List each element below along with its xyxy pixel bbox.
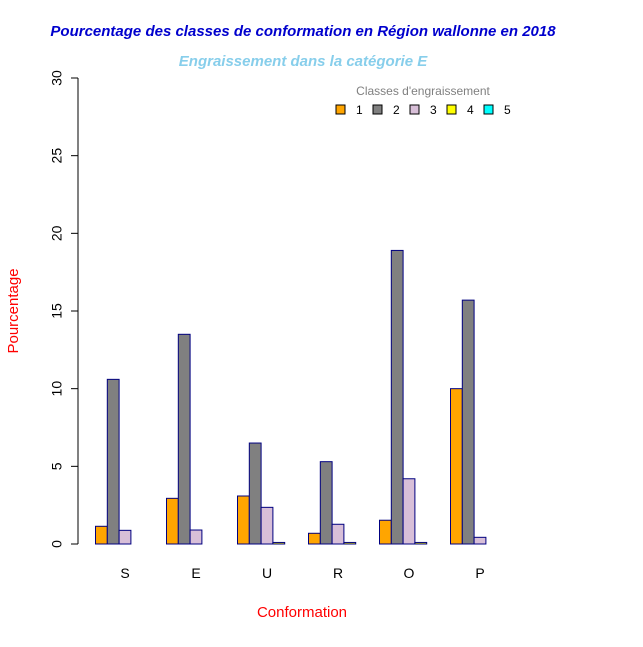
legend: 1 2 3 4 5 bbox=[335, 103, 511, 117]
bar-S-class-1 bbox=[95, 525, 108, 545]
legend-swatch-5 bbox=[483, 104, 494, 115]
y-tick-label: 15 bbox=[49, 303, 65, 319]
x-tick-label: O bbox=[404, 565, 415, 581]
x-tick-label: U bbox=[262, 565, 272, 581]
legend-swatch-4 bbox=[446, 104, 457, 115]
x-tick-label: S bbox=[120, 565, 129, 581]
legend-label: 3 bbox=[430, 103, 437, 117]
legend-title: Classes d'engraissement bbox=[356, 84, 490, 98]
legend-label: 5 bbox=[504, 103, 511, 117]
x-tick-label: P bbox=[475, 565, 484, 581]
bar-P-class-1 bbox=[450, 388, 463, 545]
x-tick-label: E bbox=[191, 565, 200, 581]
y-tick-label: 20 bbox=[49, 225, 65, 241]
bar-O-class-1 bbox=[379, 519, 392, 545]
y-tick-label: 5 bbox=[49, 462, 65, 470]
bar-R-class-2 bbox=[319, 461, 333, 545]
x-tick-label: R bbox=[333, 565, 343, 581]
legend-label: 4 bbox=[467, 103, 474, 117]
bar-R-class-1 bbox=[308, 532, 321, 545]
y-tick-label: 25 bbox=[49, 148, 65, 164]
legend-swatch-2 bbox=[372, 104, 383, 115]
bar-U-class-2 bbox=[248, 442, 262, 545]
legend-label: 1 bbox=[356, 103, 363, 117]
bar-E-class-2 bbox=[177, 333, 191, 545]
x-axis-label: Conformation bbox=[257, 604, 347, 621]
y-tick-label: 10 bbox=[49, 381, 65, 397]
bar-U-class-3 bbox=[260, 506, 274, 545]
bar-E-class-1 bbox=[166, 497, 179, 545]
bar-O-class-2 bbox=[390, 249, 404, 545]
y-tick-label: 30 bbox=[49, 70, 65, 86]
bar-U-class-1 bbox=[237, 495, 250, 545]
chart-title: Pourcentage des classes de conformation … bbox=[50, 23, 556, 40]
bar-O-class-4 bbox=[414, 541, 428, 545]
bar-P-class-3 bbox=[473, 536, 487, 545]
bar-E-class-3 bbox=[189, 529, 203, 545]
bars bbox=[95, 249, 487, 545]
legend-label: 2 bbox=[393, 103, 400, 117]
bar-U-class-4 bbox=[272, 541, 286, 545]
bar-P-class-2 bbox=[461, 299, 475, 545]
bar-R-class-3 bbox=[331, 523, 345, 545]
y-axis-label: Pourcentage bbox=[5, 268, 22, 353]
bar-S-class-3 bbox=[118, 529, 132, 545]
legend-swatch-1 bbox=[335, 104, 346, 115]
y-axis: 0 5 10 15 20 25 30 bbox=[49, 70, 79, 548]
y-tick-label: 0 bbox=[49, 540, 65, 548]
bar-O-class-3 bbox=[402, 478, 416, 545]
bar-R-class-4 bbox=[343, 541, 357, 545]
bar-S-class-2 bbox=[106, 378, 120, 545]
chart-subtitle: Engraissement dans la catégorie E bbox=[179, 53, 428, 70]
legend-swatch-3 bbox=[409, 104, 420, 115]
